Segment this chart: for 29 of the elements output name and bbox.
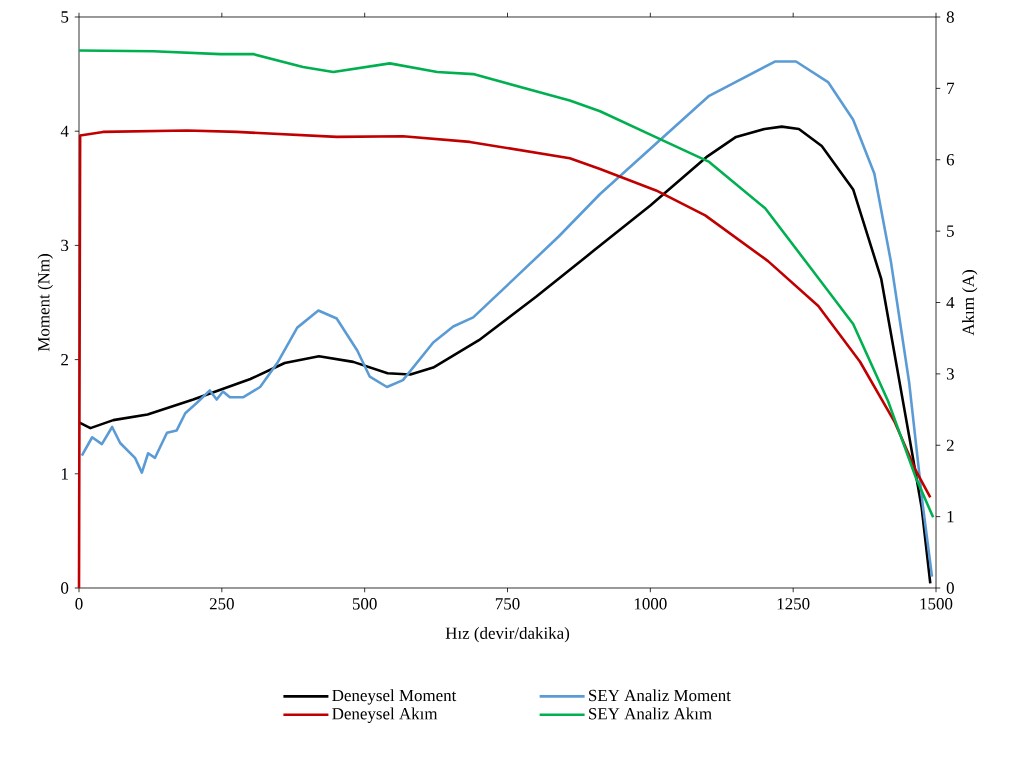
y-tick-label: 1 [61, 468, 68, 480]
y-tick-label: 4 [60, 125, 69, 137]
y-tick-label: 0 [61, 582, 69, 594]
y2-tick-label: 5 [947, 225, 954, 237]
y-axis-title: Moment (Nm) [37, 254, 53, 352]
legend-label: Deneysel Akım [332, 707, 438, 723]
y2-tick-label: 8 [946, 11, 954, 23]
y2-tick-label: 3 [946, 368, 954, 380]
y2-tick-label: 6 [946, 154, 955, 166]
x-tick-label: 250 [209, 598, 234, 610]
y2-tick-label: 2 [946, 439, 954, 451]
y-tick-label: 3 [61, 239, 69, 252]
y2-tick-label: 4 [946, 296, 955, 309]
x-tick-label: 500 [352, 598, 377, 610]
x-axis-title: Hız (devir/dakika) [445, 627, 570, 643]
legend-label: SEY Analiz Akım [589, 707, 712, 720]
legend-label: SEY Analiz Moment [589, 689, 731, 702]
y2-tick-label: 1 [947, 511, 954, 523]
y2-tick-label: 7 [947, 82, 955, 94]
x-tick-label: 1250 [777, 598, 810, 610]
y2-axis-title: Akım (A) [962, 270, 978, 336]
legend-label: Deneysel Moment [332, 689, 457, 705]
x-tick-label: 1500 [920, 598, 953, 610]
x-tick-label: 750 [495, 598, 520, 610]
x-tick-label: 1000 [634, 598, 667, 610]
x-tick-label: 0 [75, 598, 83, 610]
y-tick-label: 2 [61, 353, 68, 366]
y-tick-label: 5 [61, 11, 69, 23]
y2-tick-label: 0 [946, 582, 954, 594]
